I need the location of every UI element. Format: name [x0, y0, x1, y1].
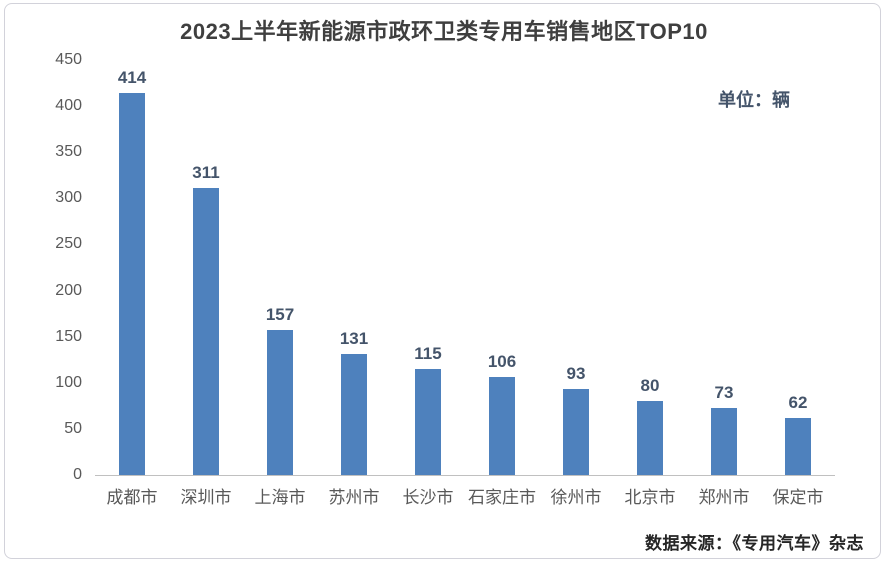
bar-slot: 131 — [317, 60, 391, 475]
y-axis-tick-label: 150 — [55, 327, 82, 345]
bar-value-label: 131 — [339, 329, 369, 349]
bar — [563, 389, 589, 475]
x-axis-category-label: 上海市 — [254, 488, 306, 507]
bar-slot: 93 — [539, 60, 613, 475]
bar-value-label: 157 — [265, 305, 295, 325]
bar — [637, 401, 663, 475]
chart-title: 2023上半年新能源市政环卫类专用车销售地区TOP10 — [180, 19, 708, 44]
bar-value-label: 115 — [414, 343, 442, 363]
bar — [341, 354, 367, 475]
x-axis-category-label: 徐州市 — [550, 488, 602, 507]
bar — [415, 368, 441, 475]
bar-value-label: 106 — [487, 352, 517, 372]
y-axis-tick-label: 250 — [55, 235, 82, 253]
bar-slot: 106 — [465, 60, 539, 475]
y-axis-tick-label: 50 — [64, 419, 82, 437]
data-source-label: 数据来源：《专用汽车》杂志 — [645, 534, 864, 553]
y-axis-tick-label: 350 — [55, 143, 82, 161]
bar — [267, 330, 293, 475]
bar — [785, 417, 811, 475]
bar-slot: 73 — [687, 60, 761, 475]
bar-value-label: 73 — [714, 382, 734, 402]
x-axis-category-label: 北京市 — [624, 488, 676, 507]
bar-slot: 157 — [243, 60, 317, 475]
bar-value-label: 93 — [566, 364, 586, 384]
x-axis-category-label: 深圳市 — [180, 488, 232, 507]
y-axis-tick-label: 300 — [55, 189, 82, 207]
bar — [193, 188, 219, 475]
bar — [119, 93, 145, 475]
y-axis-tick-label: 0 — [73, 466, 82, 483]
bar — [711, 407, 737, 475]
x-axis-category-label: 苏州市 — [328, 488, 380, 507]
bar — [489, 377, 515, 475]
x-axis-labels: 成都市 深圳市 上海市 苏州市 长沙市 石家庄市 徐州市 北京市 郑州市 保定市 — [95, 483, 835, 508]
x-axis-category-label: 石家庄市 — [468, 488, 536, 507]
x-axis-category-label: 郑州市 — [698, 488, 750, 507]
bar-slot: 414 — [95, 60, 169, 475]
y-axis-tick-label: 100 — [55, 373, 82, 391]
bar-value-label: 80 — [640, 376, 660, 396]
bar-slot: 311 — [169, 60, 243, 475]
y-axis-tick-label: 200 — [55, 281, 82, 299]
x-axis-category-label: 长沙市 — [402, 488, 454, 507]
x-axis-category-label: 保定市 — [772, 488, 824, 507]
y-axis-tick-label: 400 — [55, 97, 82, 115]
bar-slot: 62 — [761, 60, 835, 475]
plot-area: 414 311 157 131 115 106 93 80 73 62 — [95, 60, 835, 476]
bar-value-label: 311 — [192, 163, 220, 183]
bar-slot: 80 — [613, 60, 687, 475]
bar-value-label: 414 — [117, 68, 147, 88]
bar-slot: 115 — [391, 60, 465, 475]
unit-label: 单位：辆 — [718, 90, 790, 110]
x-axis-category-label: 成都市 — [106, 488, 158, 507]
bar-value-label: 62 — [788, 392, 808, 412]
y-axis-tick-label: 450 — [55, 51, 82, 68]
